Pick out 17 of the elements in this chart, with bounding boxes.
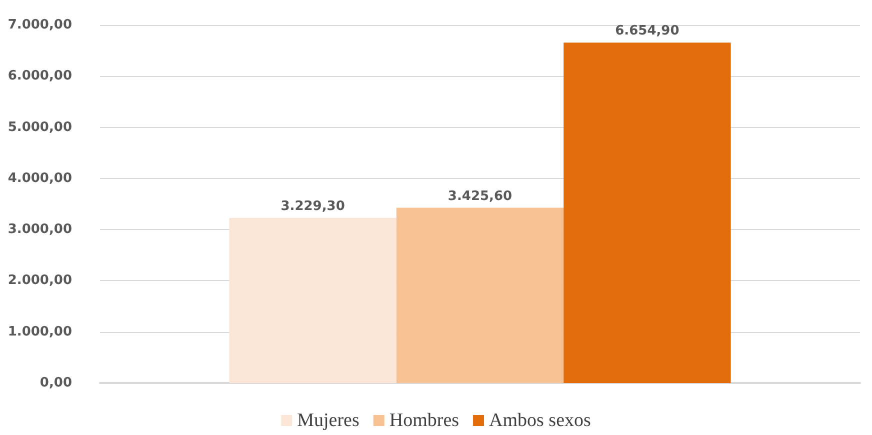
y-tick-label: 4.000,00 [8, 170, 72, 186]
data-label: 3.229,30 [280, 198, 345, 214]
bar [564, 42, 731, 383]
legend-label: Hombres [389, 410, 460, 431]
data-label: 6.654,90 [615, 24, 680, 39]
legend-label: Mujeres [297, 410, 360, 431]
bar [396, 208, 564, 383]
y-tick-label: 0,00 [40, 376, 72, 390]
data-label: 3.425,60 [448, 188, 512, 204]
legend-label: Ambos sexos [489, 410, 591, 431]
y-tick-label: 5.000,00 [8, 120, 72, 135]
y-tick-label: 3.000,00 [8, 222, 72, 238]
y-tick-label: 6.000,00 [8, 68, 72, 84]
y-tick-label: 1.000,00 [8, 324, 72, 340]
y-tick-label: 2.000,00 [8, 273, 72, 288]
y-tick-label: 7.000,00 [8, 18, 72, 32]
bar [229, 218, 396, 383]
